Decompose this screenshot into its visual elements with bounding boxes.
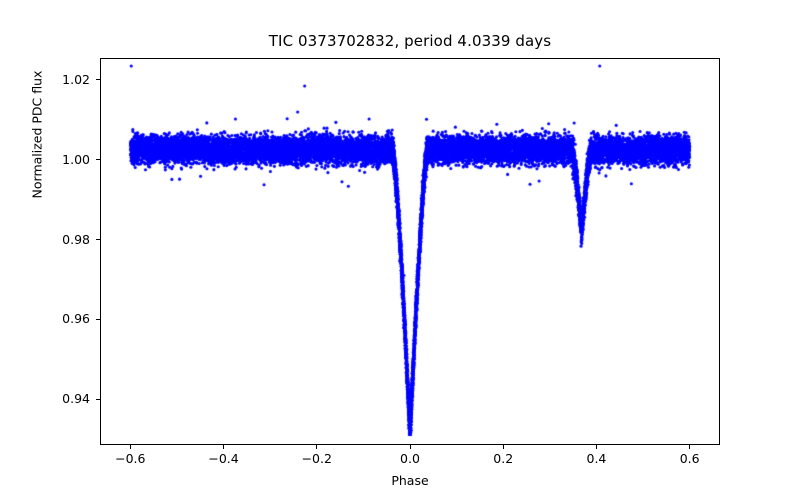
- x-axis-label: Phase: [391, 473, 429, 488]
- y-tick-mark: [96, 239, 100, 241]
- y-tick-label: 1.00: [62, 151, 90, 167]
- y-tick-label: 0.94: [62, 391, 90, 407]
- x-tick-label: 0.4: [586, 451, 607, 466]
- x-tick-mark: [223, 445, 225, 449]
- y-tick-label: 0.98: [62, 231, 90, 247]
- x-tick-mark: [595, 445, 597, 449]
- x-tick-label: 0.2: [493, 451, 514, 466]
- plot-title: TIC 0373702832, period 4.0339 days: [268, 32, 552, 50]
- y-tick-mark: [96, 318, 100, 320]
- scatter-plot-area: [101, 59, 719, 444]
- x-tick-label: 0.0: [400, 451, 420, 466]
- y-tick-label: 0.96: [62, 311, 90, 327]
- x-tick-label: −0.4: [208, 451, 239, 466]
- x-tick-label: −0.6: [115, 451, 146, 466]
- y-axis-label: Normalized PDC flux: [29, 70, 45, 199]
- x-tick-mark: [502, 445, 504, 449]
- x-tick-mark: [316, 445, 318, 449]
- x-tick-mark: [689, 445, 691, 449]
- y-tick-mark: [96, 398, 100, 400]
- x-tick-label: 0.6: [679, 451, 700, 466]
- y-tick-label: 1.02: [62, 71, 90, 87]
- x-tick-label: −0.2: [301, 451, 332, 466]
- x-tick-mark: [129, 445, 131, 449]
- x-tick-mark: [409, 445, 411, 449]
- y-tick-mark: [96, 159, 100, 161]
- y-tick-mark: [96, 79, 100, 81]
